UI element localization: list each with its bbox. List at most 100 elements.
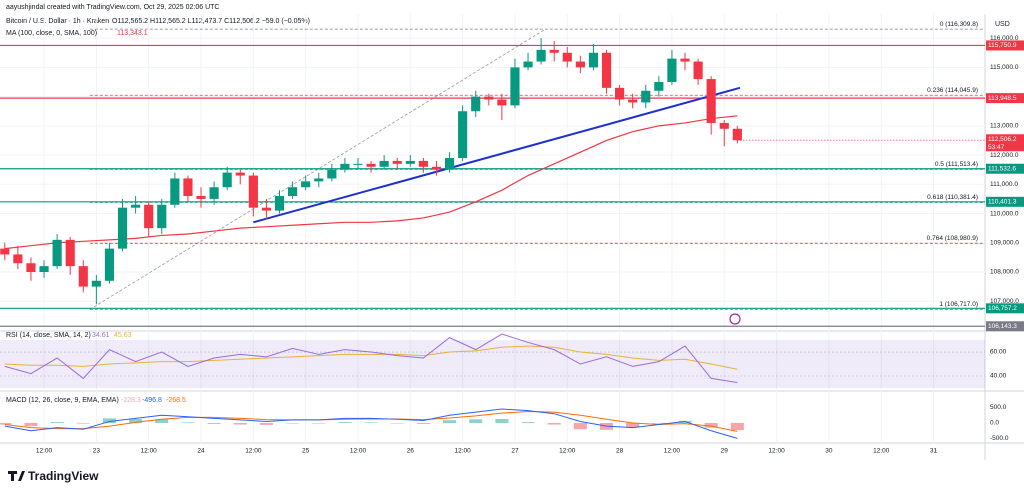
x-tick-label: 12:00 [873, 448, 890, 455]
candle-body [588, 52, 599, 68]
x-tick-label: 12:00 [768, 448, 785, 455]
x-tick-label: 12:00 [664, 448, 681, 455]
macd-value: -496.8 [142, 397, 162, 404]
y-tick-label: 112,000.0 [990, 152, 1019, 159]
macd-signal-line [4, 411, 738, 432]
fib-label: 0 (116,309.8) [940, 21, 978, 28]
candle-body [510, 67, 520, 106]
macd-histogram [76, 423, 90, 424]
fib-label: 0.618 (110,381.4) [927, 194, 978, 201]
y-tick-label: 116,000.0 [990, 35, 1019, 42]
candle-body [91, 280, 101, 287]
level-tag [986, 303, 1024, 314]
last-price-tag [986, 134, 1024, 152]
candle-body [39, 266, 49, 272]
rsi-name: RSI (14, close, SMA, 14, 2) [6, 332, 91, 339]
candle-body [392, 160, 402, 164]
macd-histogram [704, 423, 718, 428]
x-tick-label: 27 [511, 448, 519, 455]
candle-body [575, 61, 585, 68]
level-tag [986, 163, 1024, 174]
x-tick-label: 12:00 [350, 448, 367, 455]
trendline [253, 86, 741, 224]
countdown: 53:47 [988, 144, 1005, 151]
macd-hist-value: -228.3 [121, 397, 141, 404]
candle-body [601, 52, 612, 88]
fib-label: 0.5 (111,513.4) [935, 161, 978, 168]
candle-body [562, 52, 572, 62]
fib-label: 0.764 (108,980.9) [927, 235, 978, 242]
candle-body [340, 163, 350, 170]
rsi-tick-label: 40.00 [990, 373, 1007, 380]
macd-histogram [652, 423, 666, 424]
event-icon[interactable] [729, 313, 741, 325]
candle-body [418, 160, 428, 167]
candle-body [706, 79, 716, 123]
candle-body [261, 207, 271, 211]
candle-body [301, 181, 311, 188]
macd-histogram [495, 418, 509, 424]
candle-body [628, 99, 638, 103]
macd-histogram [443, 420, 457, 424]
candle-body [78, 266, 88, 287]
candle-body [431, 166, 442, 170]
macd-signal-value: -268.5 [166, 397, 186, 404]
candle-body [65, 239, 75, 267]
x-tick-label: 12:00 [454, 448, 471, 455]
macd-histogram [338, 422, 352, 424]
rsi-ma-line [4, 345, 738, 370]
macd-histogram [312, 423, 326, 424]
ma-value: 113,343.1 [117, 30, 148, 37]
candle-body [549, 49, 559, 53]
x-tick-label: 31 [930, 448, 938, 455]
level-tag [986, 40, 1024, 51]
last-price-label: 112,506.2 [988, 136, 1017, 143]
macd-histogram [364, 422, 378, 424]
macd-histogram [547, 423, 561, 425]
y-tick-label: 113,000.0 [990, 123, 1019, 130]
fib-label: 0.236 (114,045.9) [927, 87, 978, 94]
candle-body [13, 254, 23, 264]
macd-line [4, 408, 738, 439]
x-tick-label: 12:00 [245, 448, 262, 455]
rsi-tick-label: 60.00 [990, 349, 1007, 356]
y-tick-label: 107,000.0 [990, 298, 1019, 305]
level-label: 106,143.3 [988, 323, 1017, 330]
macd-name: MACD (12, 26, close, 9, EMA, EMA) [6, 397, 119, 404]
candle-body [104, 248, 115, 281]
macd-histogram [416, 423, 430, 424]
macd-histogram [181, 422, 195, 424]
candle-body [680, 58, 690, 62]
candle-body [274, 196, 285, 211]
macd-histogram [390, 423, 404, 424]
ohlc: O112,565.2 H112,565.2 L112,473.7 C112,50… [112, 18, 310, 25]
candle-body [444, 158, 455, 170]
y-tick-label: 115,000.0 [990, 64, 1019, 71]
x-tick-label: 12:00 [141, 448, 158, 455]
macd-histogram [469, 419, 483, 424]
candle-body [209, 187, 219, 199]
candle-body [719, 122, 729, 129]
candle-body [667, 58, 677, 82]
rsi-ma-value: 45.63 [114, 332, 132, 339]
rsi-band [0, 340, 985, 388]
candle-body [523, 61, 533, 68]
x-tick-label: 24 [197, 448, 205, 455]
candle-body [405, 160, 415, 164]
candle-body [222, 172, 232, 188]
candle-body [144, 204, 154, 229]
rsi-value: 34.61 [92, 332, 110, 339]
macd-histogram [24, 423, 38, 427]
macd-histogram [207, 423, 221, 424]
x-tick-label: 23 [93, 448, 101, 455]
macd-histogram [129, 418, 143, 424]
watermark: TradingView [28, 469, 99, 483]
level-label: 111,532.6 [988, 165, 1016, 172]
candle-body [196, 196, 206, 199]
candle-body [52, 239, 62, 267]
x-tick-label: 12:00 [36, 448, 53, 455]
candle-body [157, 204, 167, 229]
level-label: 110,401.3 [988, 199, 1017, 206]
candle-body [183, 178, 193, 196]
